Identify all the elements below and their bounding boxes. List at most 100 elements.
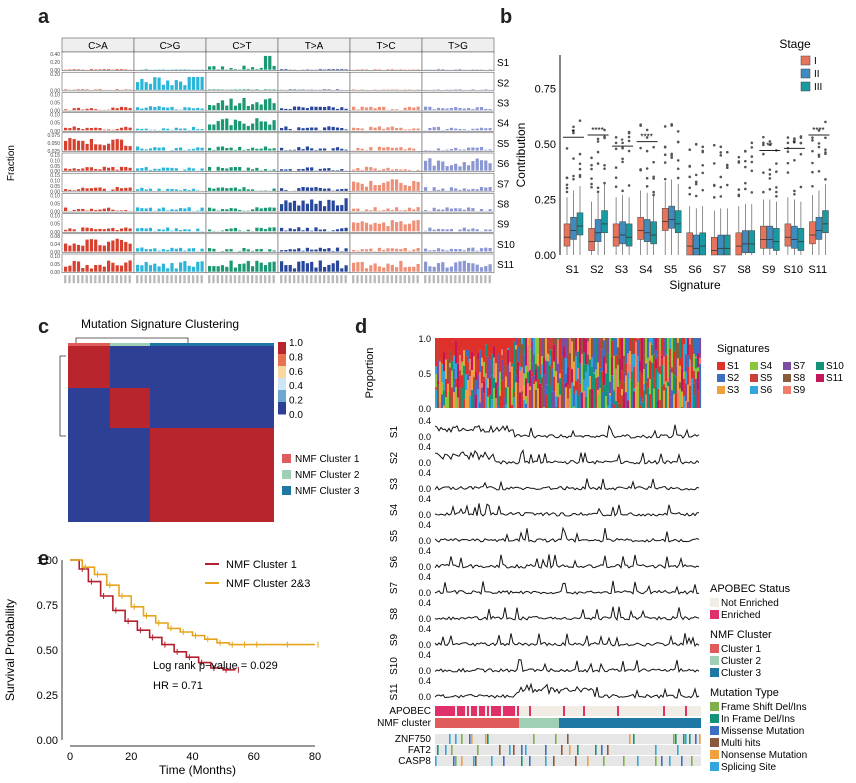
spectrum-bar <box>331 148 335 151</box>
outlier-point <box>817 129 821 132</box>
spectrum-bar <box>255 260 259 272</box>
spectrum-bar <box>458 249 462 252</box>
spectrum-bar <box>128 127 132 131</box>
proportion-stripe <box>587 387 590 408</box>
spectrum-bar <box>268 124 272 131</box>
proportion-stripe <box>669 368 672 374</box>
context-tick <box>471 275 474 284</box>
spectrum-bar <box>441 209 445 212</box>
track-tick: 0.4 <box>418 546 431 556</box>
proportion-stripe <box>523 373 526 387</box>
spectrum-bar <box>259 121 263 131</box>
track-label: S11 <box>389 683 400 700</box>
proportion-stripe <box>699 358 702 364</box>
box <box>576 212 584 236</box>
proportion-stripe <box>639 371 642 397</box>
proportion-stripe <box>585 364 588 373</box>
mutation-cell <box>673 734 675 744</box>
outlier-point <box>762 152 765 156</box>
outlier-point <box>590 156 593 160</box>
spectrum-bar <box>157 77 161 90</box>
spectrum-bar <box>407 266 412 272</box>
track-tick: 0.0 <box>418 484 431 494</box>
facet-panel <box>421 71 495 92</box>
proportion-stripe <box>577 378 580 396</box>
apobec-cell <box>595 706 597 716</box>
mutation-cell <box>587 756 589 766</box>
mutation-cell <box>521 745 523 755</box>
proportion-stripe <box>469 376 472 396</box>
outlier-point <box>565 186 569 190</box>
proportion-stripe <box>507 364 510 388</box>
nmf-cell <box>493 718 495 728</box>
spectrum-bar <box>161 147 165 151</box>
spectrum-bar <box>449 208 453 212</box>
proportion-stripe <box>565 382 568 388</box>
spectrum-bar <box>314 267 318 272</box>
spectrum-bar <box>297 127 301 131</box>
spectrum-bar <box>449 266 453 272</box>
context-tick <box>449 275 453 284</box>
proportion-stripe <box>541 338 544 357</box>
proportion-stripe <box>613 391 616 405</box>
proportion-stripe <box>563 352 566 358</box>
proportion-stripe <box>495 382 498 399</box>
spectrum-bar <box>119 239 124 252</box>
track-tick: 0.0 <box>418 666 431 676</box>
proportion-stripe <box>539 374 542 384</box>
spectrum-bar <box>284 265 288 272</box>
proportion-stripe <box>673 394 676 408</box>
spectrum-bar <box>196 129 200 131</box>
proportion-stripe <box>657 388 660 401</box>
spectrum-bar <box>323 188 327 191</box>
spectrum-bar <box>436 248 441 252</box>
apobec-cell <box>633 706 635 716</box>
apobec-cell <box>485 706 487 716</box>
spectrum-bar <box>403 185 407 191</box>
spectrum-bar <box>454 188 458 191</box>
apobec-cell <box>451 706 453 716</box>
y-axis-label: Contribution <box>514 123 528 188</box>
spectrum-bar <box>76 69 81 70</box>
spectrum-bar <box>263 207 268 212</box>
proportion-stripe <box>529 370 532 387</box>
spectrum-bar <box>216 121 220 131</box>
proportion-stripe <box>681 391 684 408</box>
spectrum-bar <box>445 229 449 232</box>
facet-panel <box>205 213 279 233</box>
outlier-point <box>614 185 618 188</box>
mutation-cell <box>683 734 685 744</box>
significance-mark: **** <box>812 126 824 135</box>
outlier-point <box>817 155 821 158</box>
apobec-cell <box>475 706 477 716</box>
proportion-stripe <box>569 352 572 368</box>
proportion-stripe <box>549 338 552 350</box>
box <box>601 210 608 234</box>
context-tick <box>467 275 470 284</box>
proportion-stripe <box>483 338 486 362</box>
outlier-point <box>688 165 692 168</box>
proportion-stripe <box>593 395 596 408</box>
proportion-stripe <box>451 338 454 342</box>
spectrum-bar <box>297 106 301 111</box>
proportion-stripe <box>531 363 534 373</box>
apobec-cell <box>597 706 599 716</box>
spectrum-bar <box>153 129 157 131</box>
nmf-label: Cluster 2 <box>721 656 761 667</box>
proportion-stripe <box>639 360 642 372</box>
spectrum-bar <box>403 247 407 252</box>
spectrum-bar <box>196 76 200 90</box>
proportion-stripe <box>593 373 596 396</box>
mutation-cell <box>445 745 447 755</box>
spectrum-bar <box>479 186 484 191</box>
apobec-cell <box>441 706 443 716</box>
outlier-point <box>824 178 827 181</box>
legend-label: I <box>814 56 817 67</box>
proportion-stripe <box>571 338 574 342</box>
proportion-stripe <box>435 389 438 408</box>
spectrum-bar <box>157 188 161 191</box>
row-tick-label: 0.00 <box>50 210 60 216</box>
nmf-cell <box>629 718 631 728</box>
signature-swatch <box>816 362 824 370</box>
proportion-stripe <box>571 368 574 370</box>
